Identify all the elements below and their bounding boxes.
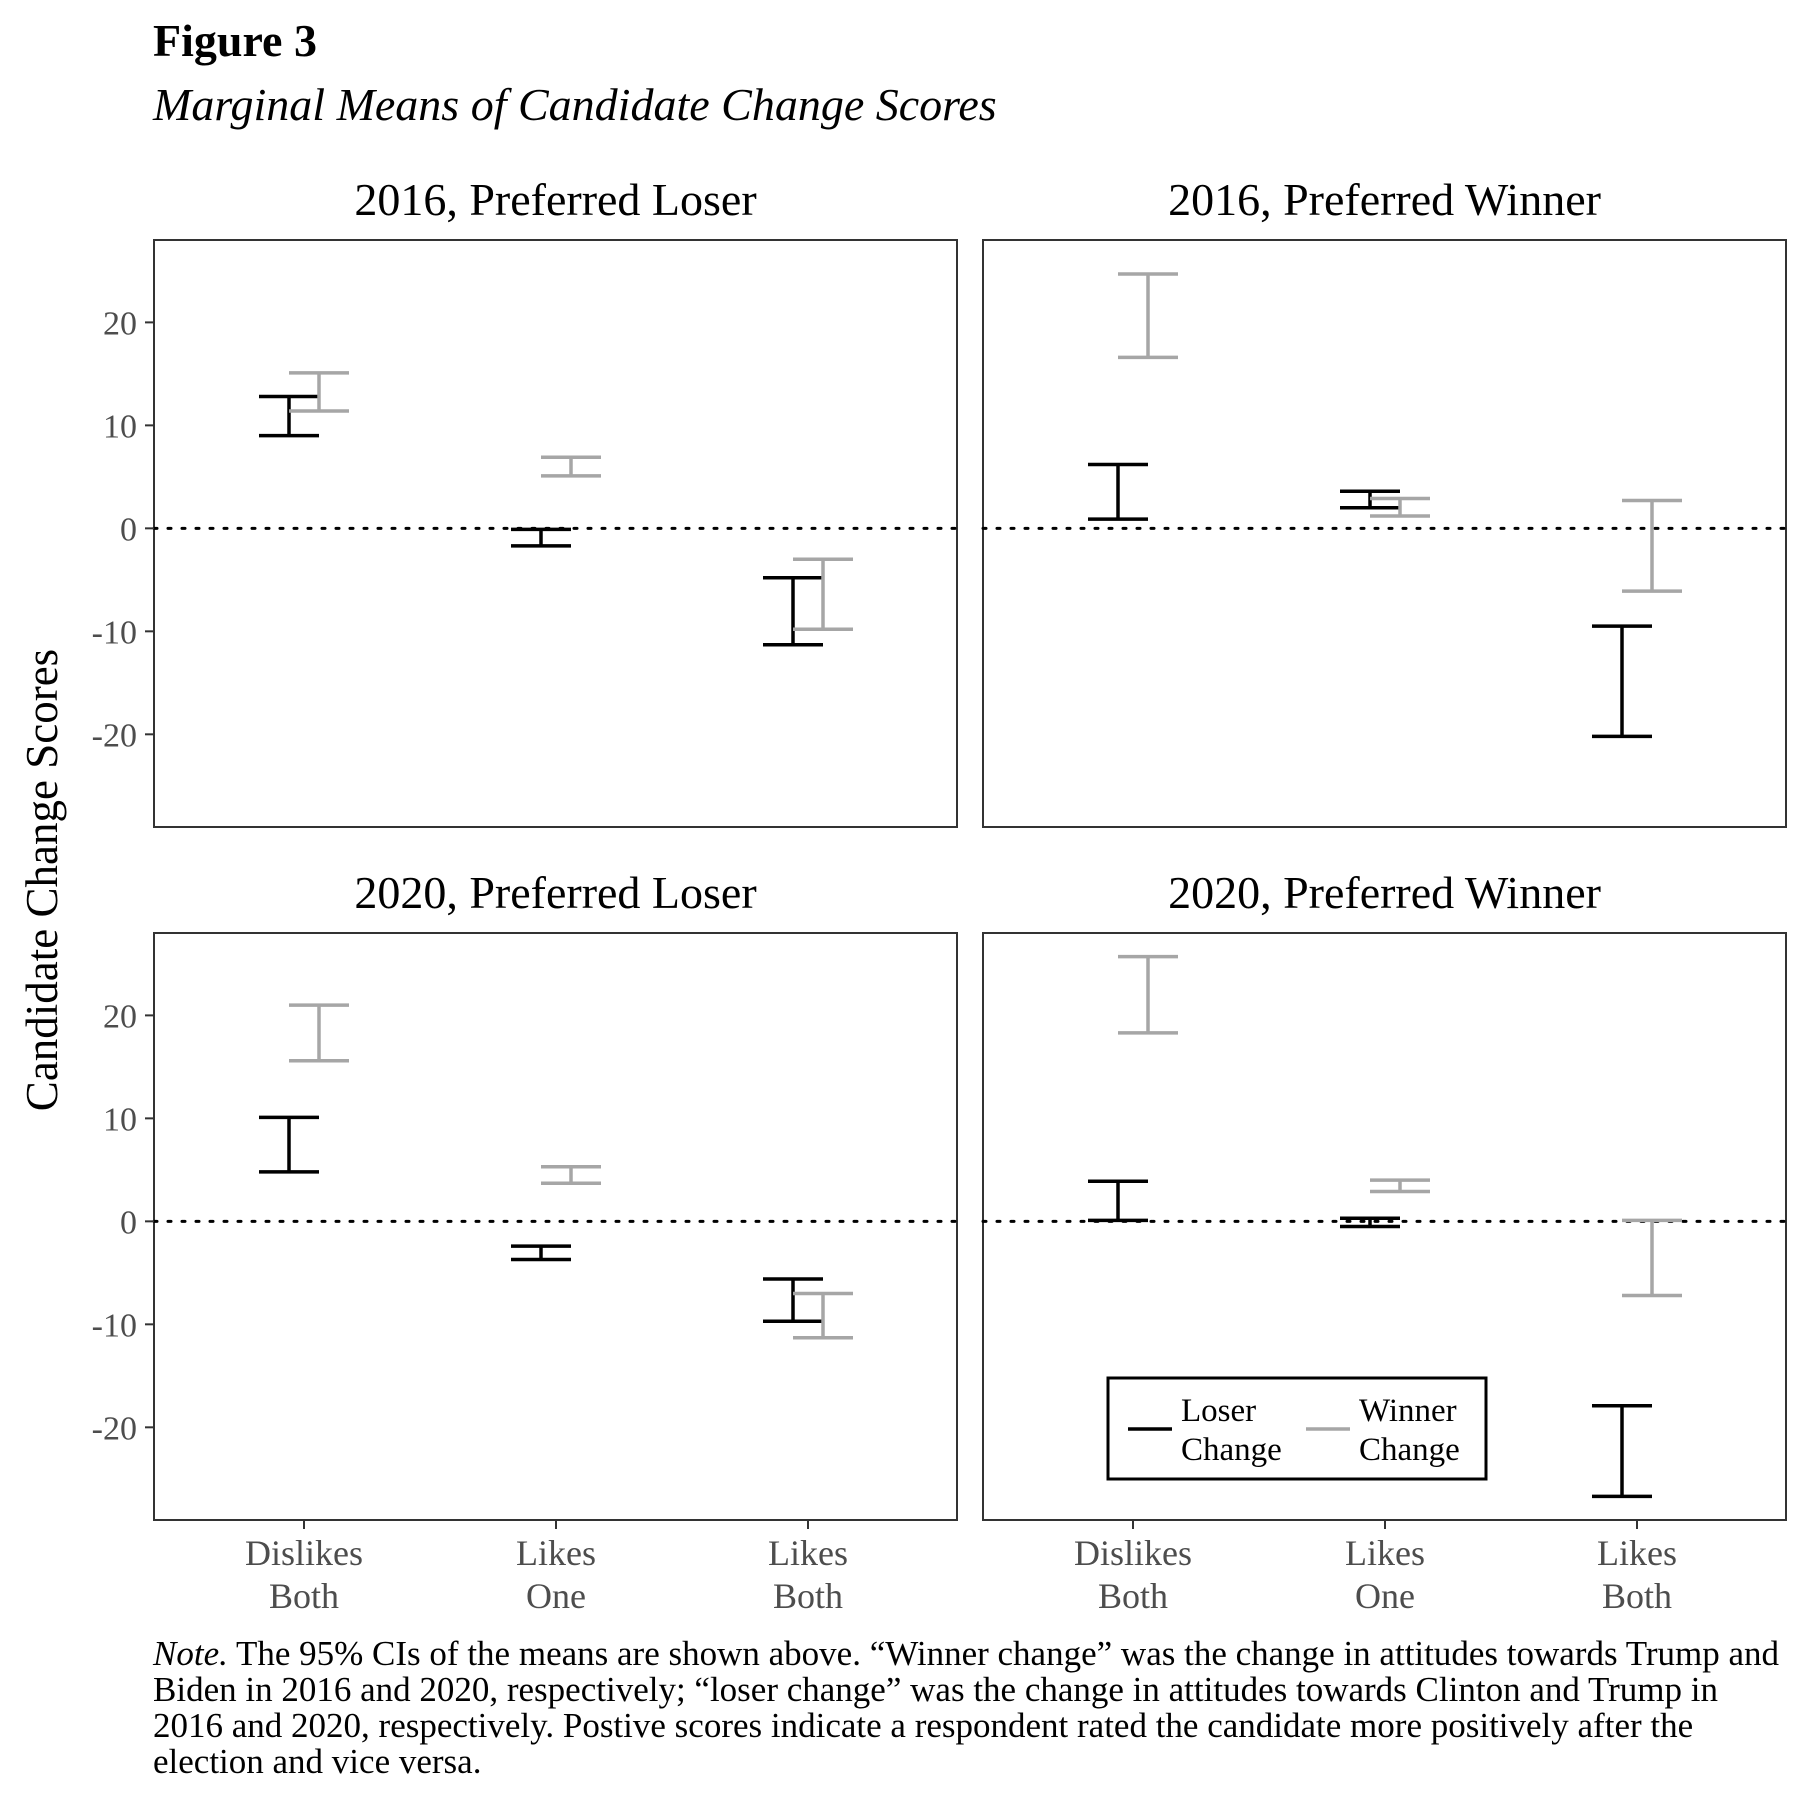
x-tick-label-2020-preferred-winner-2-line0: Likes [1597,1533,1677,1573]
errorbar-winner-2020-preferred-loser-0 [289,1003,349,1063]
legend-label-loser-change-line0: Loser [1181,1393,1256,1429]
errorbar-winner-2016-preferred-winner-0 [1118,272,1178,360]
x-tick-label-2020-preferred-winner-1-line1: One [1355,1576,1415,1616]
y-tick-label-2020-preferred-loser-0: 20 [103,998,137,1035]
panel-border-2020-preferred-loser [153,932,958,1521]
y-tick-label-2016-preferred-loser-0: 20 [103,305,137,342]
errorbar-loser-2020-preferred-winner-1 [1340,1216,1400,1229]
x-tick-label-2020-preferred-loser-1-line0: Likes [516,1533,596,1573]
panel-border-2016-preferred-loser [153,239,958,828]
x-tick-label-2020-preferred-loser-1-line1: One [526,1576,586,1616]
panel-title-2020-preferred-winner: 2020, Preferred Winner [1168,867,1601,918]
errorbar-loser-2020-preferred-loser-0 [259,1115,319,1174]
legend-label-loser-change-line1: Change [1181,1432,1282,1468]
panel-title-2020-preferred-loser: 2020, Preferred Loser [354,867,756,918]
x-tick-label-2020-preferred-winner-0-line1: Both [1098,1576,1168,1616]
x-tick-label-2020-preferred-winner-0-line0: Dislikes [1074,1533,1192,1573]
errorbar-loser-2016-preferred-loser-2 [763,576,823,647]
x-tick-label-2020-preferred-loser-2-line0: Likes [768,1533,848,1573]
panel-2020-preferred-winner: 2020, Preferred WinnerDislikesBothLikesO… [981,867,1788,1616]
errorbar-loser-2016-preferred-winner-2 [1592,624,1652,739]
errorbar-loser-2020-preferred-loser-2 [763,1277,823,1323]
figure-note: Note. The 95% CIs of the means are shown… [153,1636,1793,1780]
figure-title: Marginal Means of Candidate Change Score… [153,79,997,130]
y-axis-title: Candidate Change Scores [17,649,67,1111]
errorbar-loser-2016-preferred-loser-1 [511,527,571,548]
errorbar-winner-2016-preferred-winner-1 [1370,496,1430,518]
legend-label-winner-change-line1: Change [1359,1432,1460,1468]
errorbar-winner-2020-preferred-winner-2 [1622,1218,1682,1298]
x-tick-label-2020-preferred-winner-1-line0: Likes [1345,1533,1425,1573]
errorbar-loser-2020-preferred-winner-0 [1088,1179,1148,1223]
errorbar-winner-2020-preferred-loser-2 [793,1291,853,1340]
panel-title-2016-preferred-winner: 2016, Preferred Winner [1168,174,1601,225]
errorbar-loser-2016-preferred-winner-0 [1088,462,1148,521]
errorbar-winner-2016-preferred-loser-1 [541,455,601,478]
y-tick-label-2016-preferred-loser-3: -10 [92,614,137,651]
errorbar-winner-2016-preferred-loser-2 [793,557,853,632]
x-tick-label-2020-preferred-loser-2-line1: Both [773,1576,843,1616]
note-text: The 95% CIs of the means are shown above… [153,1634,1780,1781]
y-tick-label-2016-preferred-loser-2: 0 [120,511,137,548]
x-tick-label-2020-preferred-winner-2-line1: Both [1602,1576,1672,1616]
y-tick-label-2020-preferred-loser-1: 10 [103,1101,137,1138]
errorbar-winner-2016-preferred-winner-2 [1622,498,1682,593]
panel-2016-preferred-loser: 2016, Preferred Loser 20 10 0 -10 -20 [92,174,959,828]
errorbar-loser-2020-preferred-winner-2 [1592,1403,1652,1499]
legend-label-winner-change-line0: Winner [1359,1393,1457,1429]
y-tick-label-2020-preferred-loser-2: 0 [120,1204,137,1241]
x-tick-label-2020-preferred-loser-0-line1: Both [269,1576,339,1616]
y-tick-label-2016-preferred-loser-1: 10 [103,408,137,445]
panel-title-2016-preferred-loser: 2016, Preferred Loser [354,174,756,225]
panel-2020-preferred-loser: 2020, Preferred Loser 20 10 0 -10 -20 Dislikes… [92,867,959,1616]
errorbar-loser-2016-preferred-loser-0 [259,394,319,438]
figure-label: Figure 3 [153,15,317,66]
errorbar-winner-2020-preferred-winner-1 [1370,1178,1430,1194]
y-tick-label-2020-preferred-loser-4: -20 [92,1410,137,1447]
errorbar-winner-2016-preferred-loser-0 [289,371,349,413]
panel-border-2016-preferred-winner [982,239,1787,828]
errorbar-winner-2020-preferred-loser-1 [541,1165,601,1185]
note-label: Note. [153,1634,228,1673]
panel-2016-preferred-winner: 2016, Preferred Winner [981,174,1788,828]
errorbar-winner-2020-preferred-winner-0 [1118,954,1178,1035]
y-tick-label-2020-preferred-loser-3: -10 [92,1307,137,1344]
errorbar-loser-2020-preferred-loser-1 [511,1244,571,1262]
y-tick-label-2016-preferred-loser-4: -20 [92,717,137,754]
x-tick-label-2020-preferred-loser-0-line0: Dislikes [245,1533,363,1573]
